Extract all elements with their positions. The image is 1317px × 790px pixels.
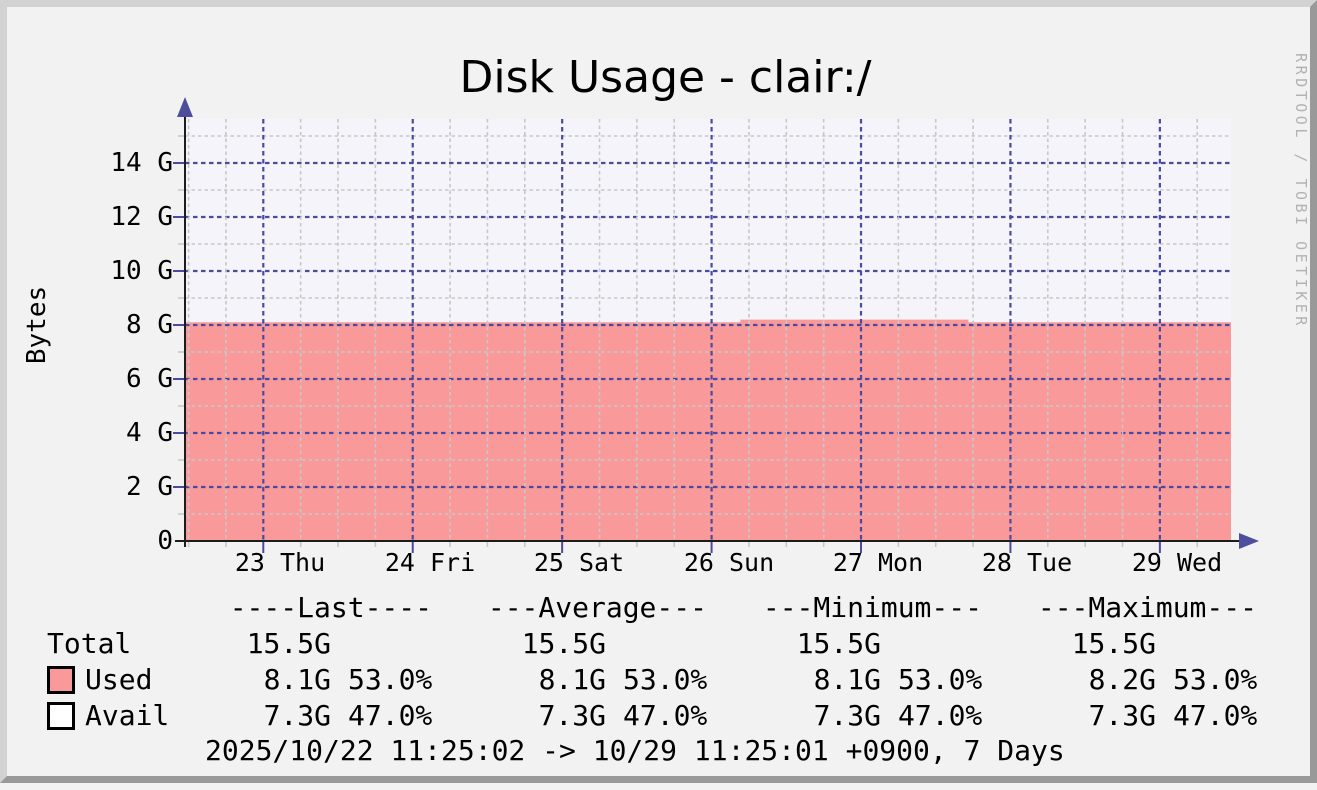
legend-value: 15.5G [796, 627, 881, 660]
x-tick-label: 29 Wed [1131, 548, 1223, 577]
legend-row-used: Used 8.1G 53.0% 8.1G 53.0% 8.1G 53.0% 8.2G 5… [47, 663, 1297, 697]
legend-value: 8.1G [263, 663, 331, 696]
legend-pct: 47.0% [1173, 699, 1258, 732]
legend-pct: 53.0% [1173, 663, 1258, 696]
legend-pct: 47.0% [623, 699, 708, 732]
x-tick-label: 25 Sat [533, 548, 625, 577]
x-tick-label: 26 Sun [683, 548, 775, 577]
legend-value: 8.1G [538, 663, 606, 696]
legend-pct: 47.0% [348, 699, 433, 732]
legend-header-maximum: ---Maximum--- [1037, 591, 1257, 624]
legend-row-avail: Avail 7.3G 47.0% 7.3G 47.0% 7.3G 47.0% 7.3G… [47, 699, 1297, 733]
legend-label-avail: Avail [85, 699, 170, 732]
x-tick-label: 27 Mon [832, 548, 924, 577]
legend-value: 8.2G [1088, 663, 1156, 696]
legend-header-average: ---Average--- [487, 591, 707, 624]
legend-value: 7.3G [263, 699, 331, 732]
avail-swatch [47, 702, 75, 730]
legend-value: 15.5G [521, 627, 606, 660]
used-swatch [47, 666, 75, 694]
y-tick-label: 12 G [110, 202, 173, 232]
y-tick-label: 14 G [110, 148, 173, 178]
x-tick-label: 23 Thu [234, 548, 326, 577]
legend-value: 7.3G [538, 699, 606, 732]
legend-value: 15.5G [246, 627, 331, 660]
graph-title: Disk Usage - clair:/ [459, 52, 872, 103]
legend-value: 15.5G [1071, 627, 1156, 660]
legend-pct: 53.0% [898, 663, 983, 696]
y-tick-label: 0 [157, 526, 173, 556]
legend-value: 7.3G [813, 699, 881, 732]
chart-plot-area [173, 97, 1259, 553]
legend-header-row: ----Last---- ---Average--- ---Minimum---… [47, 591, 1297, 625]
y-tick-label: 2 G [126, 472, 173, 502]
legend-label-total: Total [47, 627, 132, 660]
legend-pct: 53.0% [623, 663, 708, 696]
legend-header-last: ----Last---- [229, 591, 432, 624]
legend-pct: 47.0% [898, 699, 983, 732]
time-range-footer: 2025/10/22 11:25:02 -> 10/29 11:25:01 +0… [205, 734, 1065, 767]
x-tick-label: 28 Tue [981, 548, 1073, 577]
legend-label-used: Used [85, 663, 153, 696]
legend-value: 8.1G [813, 663, 881, 696]
legend-pct: 53.0% [348, 663, 433, 696]
rrdtool-watermark-text: RRDTOOL / TOBI OETIKER [1292, 53, 1310, 329]
legend-header-minimum: ---Minimum--- [762, 591, 982, 624]
y-tick-label: 8 G [126, 310, 173, 340]
x-tick-label: 24 Fri [384, 548, 476, 577]
legend-value: 7.3G [1088, 699, 1156, 732]
y-tick-label: 6 G [126, 364, 173, 394]
y-tick-label: 4 G [126, 418, 173, 448]
y-tick-label: 10 G [110, 256, 173, 286]
legend-row-total: Total 15.5G 15.5G 15.5G 15.5G [47, 627, 1297, 661]
